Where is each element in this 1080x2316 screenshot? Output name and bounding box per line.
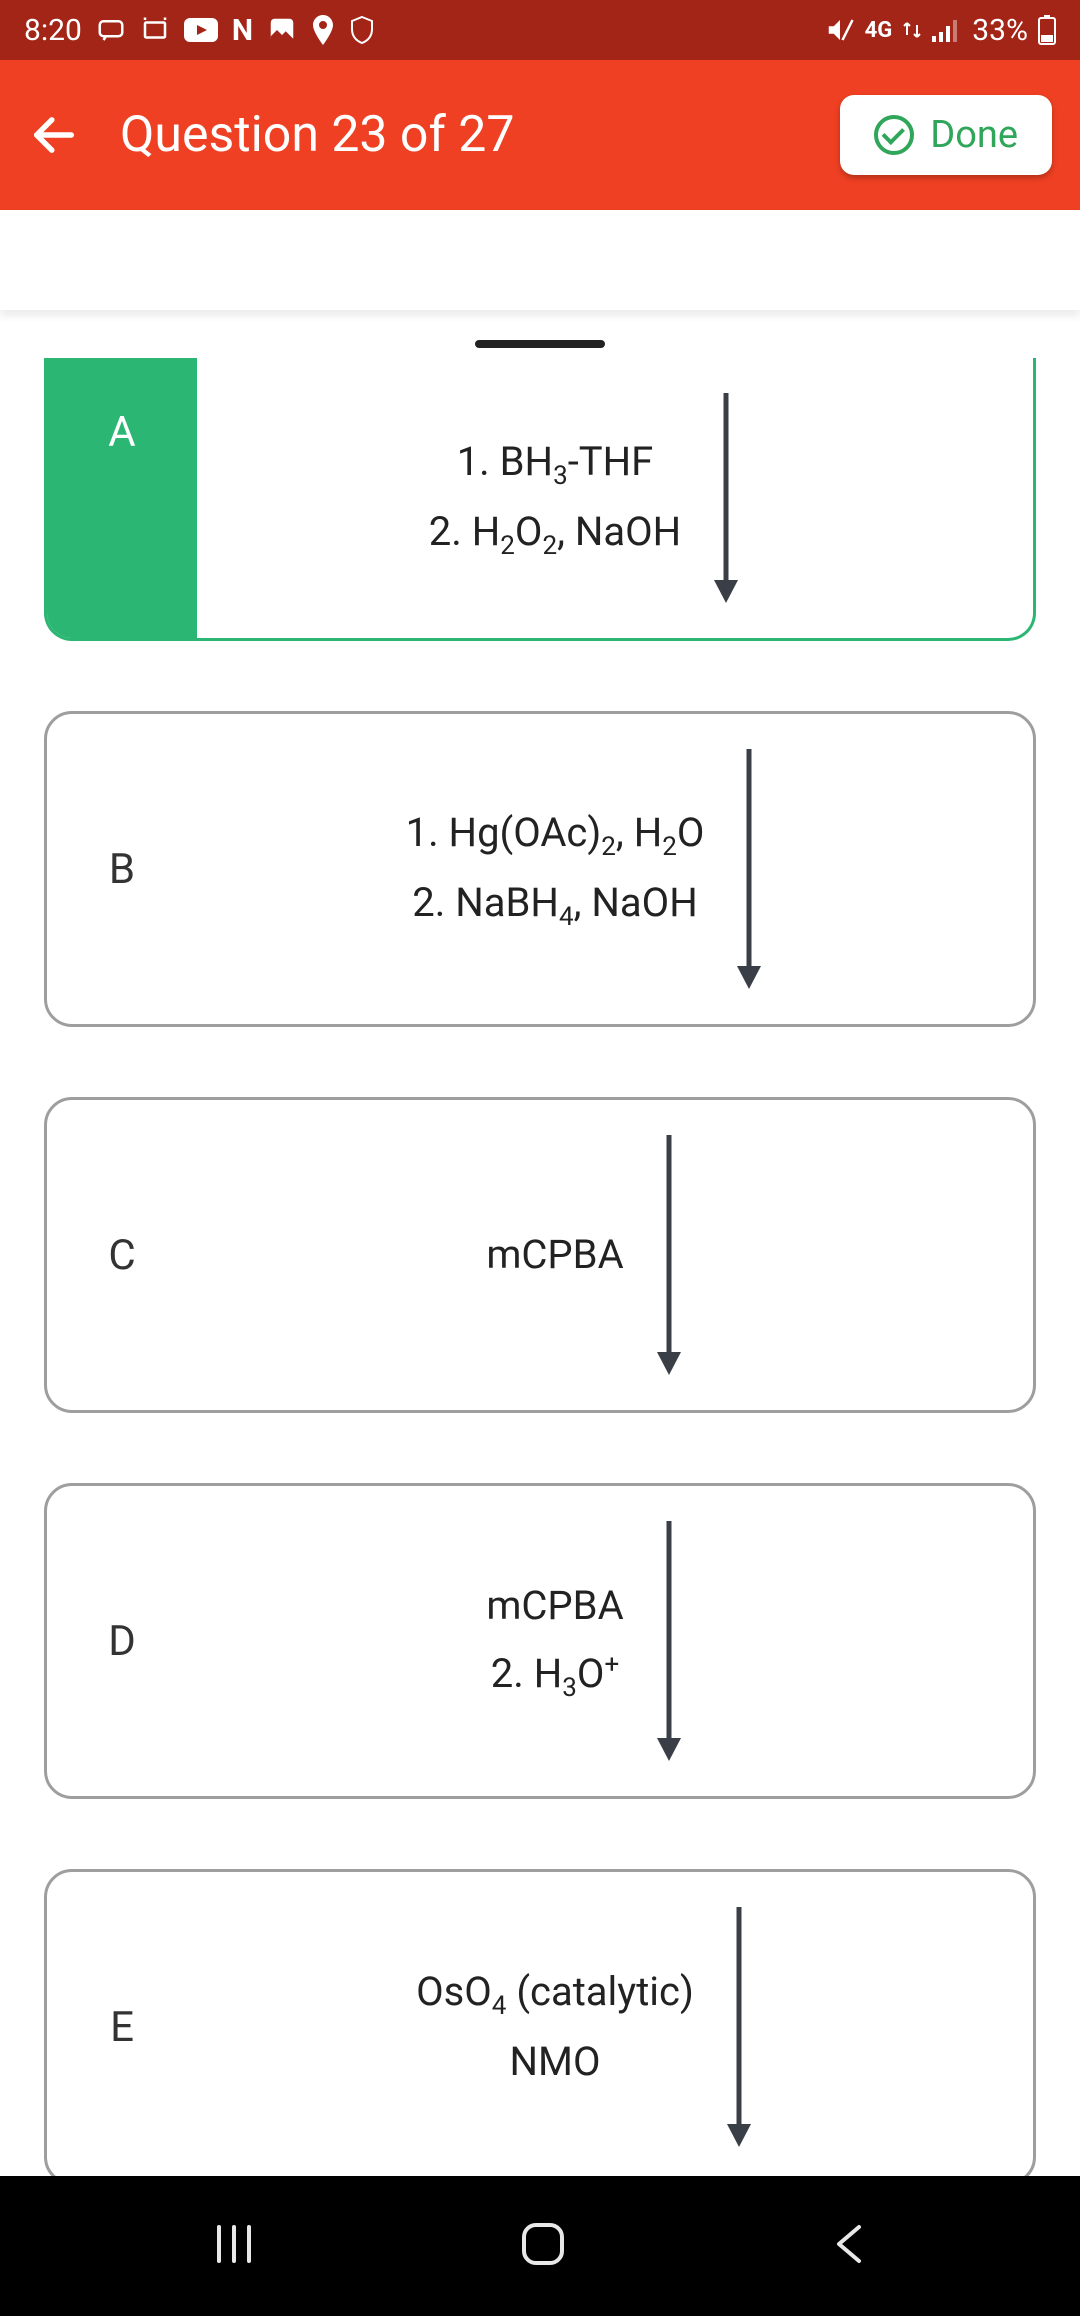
battery-icon xyxy=(1038,15,1056,45)
message-icon xyxy=(96,15,126,45)
option-letter: C xyxy=(47,1100,197,1410)
reagent-text: 1. BH3-THF2. H2O2, NaOH xyxy=(429,428,681,568)
reagent-text: OsO4 (catalytic)NMO xyxy=(416,1958,694,2096)
home-button[interactable] xyxy=(516,2217,570,2275)
reagent-text: mCPBA xyxy=(486,1221,623,1289)
option-letter: D xyxy=(47,1486,197,1796)
youtube-icon xyxy=(184,18,218,42)
status-left: 8:20 N xyxy=(24,13,375,48)
status-time: 8:20 xyxy=(24,13,82,48)
option-a[interactable]: A 1. BH3-THF2. H2O2, NaOH xyxy=(44,358,1036,641)
option-b[interactable]: B 1. Hg(OAc)2, H2O2. NaBH4, NaOH xyxy=(44,711,1036,1027)
done-button[interactable]: Done xyxy=(840,95,1052,175)
battery-text: 33% xyxy=(972,13,1028,48)
option-body: mCPBA xyxy=(197,1100,1033,1410)
location-icon xyxy=(311,15,335,45)
reaction-arrow-icon xyxy=(724,744,774,994)
option-letter: B xyxy=(47,714,197,1024)
image-icon xyxy=(267,15,297,45)
back-button[interactable] xyxy=(28,109,80,161)
option-body: 1. BH3-THF2. H2O2, NaOH xyxy=(197,358,1033,638)
done-label: Done xyxy=(930,113,1018,157)
content-header-gap xyxy=(0,210,1080,310)
content-area: A 1. BH3-THF2. H2O2, NaOH B 1. Hg(OAc)2,… xyxy=(0,340,1080,2185)
options-list: A 1. BH3-THF2. H2O2, NaOH B 1. Hg(OAc)2,… xyxy=(0,340,1080,2185)
nav-back-button[interactable] xyxy=(827,2217,871,2275)
status-bar: 8:20 N 4G 33% xyxy=(0,0,1080,60)
option-letter: A xyxy=(47,358,197,638)
signal-icon xyxy=(932,18,962,42)
option-e[interactable]: E OsO4 (catalytic)NMO xyxy=(44,1869,1036,2185)
reaction-arrow-icon xyxy=(714,1902,764,2152)
option-letter: E xyxy=(47,1872,197,2182)
drag-handle[interactable] xyxy=(475,340,605,348)
option-d[interactable]: D mCPBA2. H3O+ xyxy=(44,1483,1036,1799)
reagent-text: 1. Hg(OAc)2, H2O2. NaBH4, NaOH xyxy=(406,799,705,939)
android-nav-bar xyxy=(0,2176,1080,2316)
reagent-text: mCPBA2. H3O+ xyxy=(486,1572,623,1710)
option-body: OsO4 (catalytic)NMO xyxy=(197,1872,1033,2182)
status-right: 4G 33% xyxy=(825,13,1056,48)
app-bar: Question 23 of 27 Done xyxy=(0,60,1080,210)
check-circle-icon xyxy=(874,115,914,155)
reaction-arrow-icon xyxy=(644,1516,694,1766)
shield-icon xyxy=(349,15,375,45)
network-label: 4G xyxy=(865,18,893,43)
reaction-arrow-icon xyxy=(701,388,751,608)
option-body: 1. Hg(OAc)2, H2O2. NaBH4, NaOH xyxy=(197,714,1033,1024)
recents-button[interactable] xyxy=(209,2219,259,2273)
option-body: mCPBA2. H3O+ xyxy=(197,1486,1033,1796)
option-c[interactable]: C mCPBA xyxy=(44,1097,1036,1413)
n-icon: N xyxy=(232,13,253,48)
mute-icon xyxy=(825,15,855,45)
cast-icon xyxy=(140,15,170,45)
data-arrows-icon xyxy=(902,17,922,43)
page-title: Question 23 of 27 xyxy=(120,106,800,164)
reaction-arrow-icon xyxy=(644,1130,694,1380)
